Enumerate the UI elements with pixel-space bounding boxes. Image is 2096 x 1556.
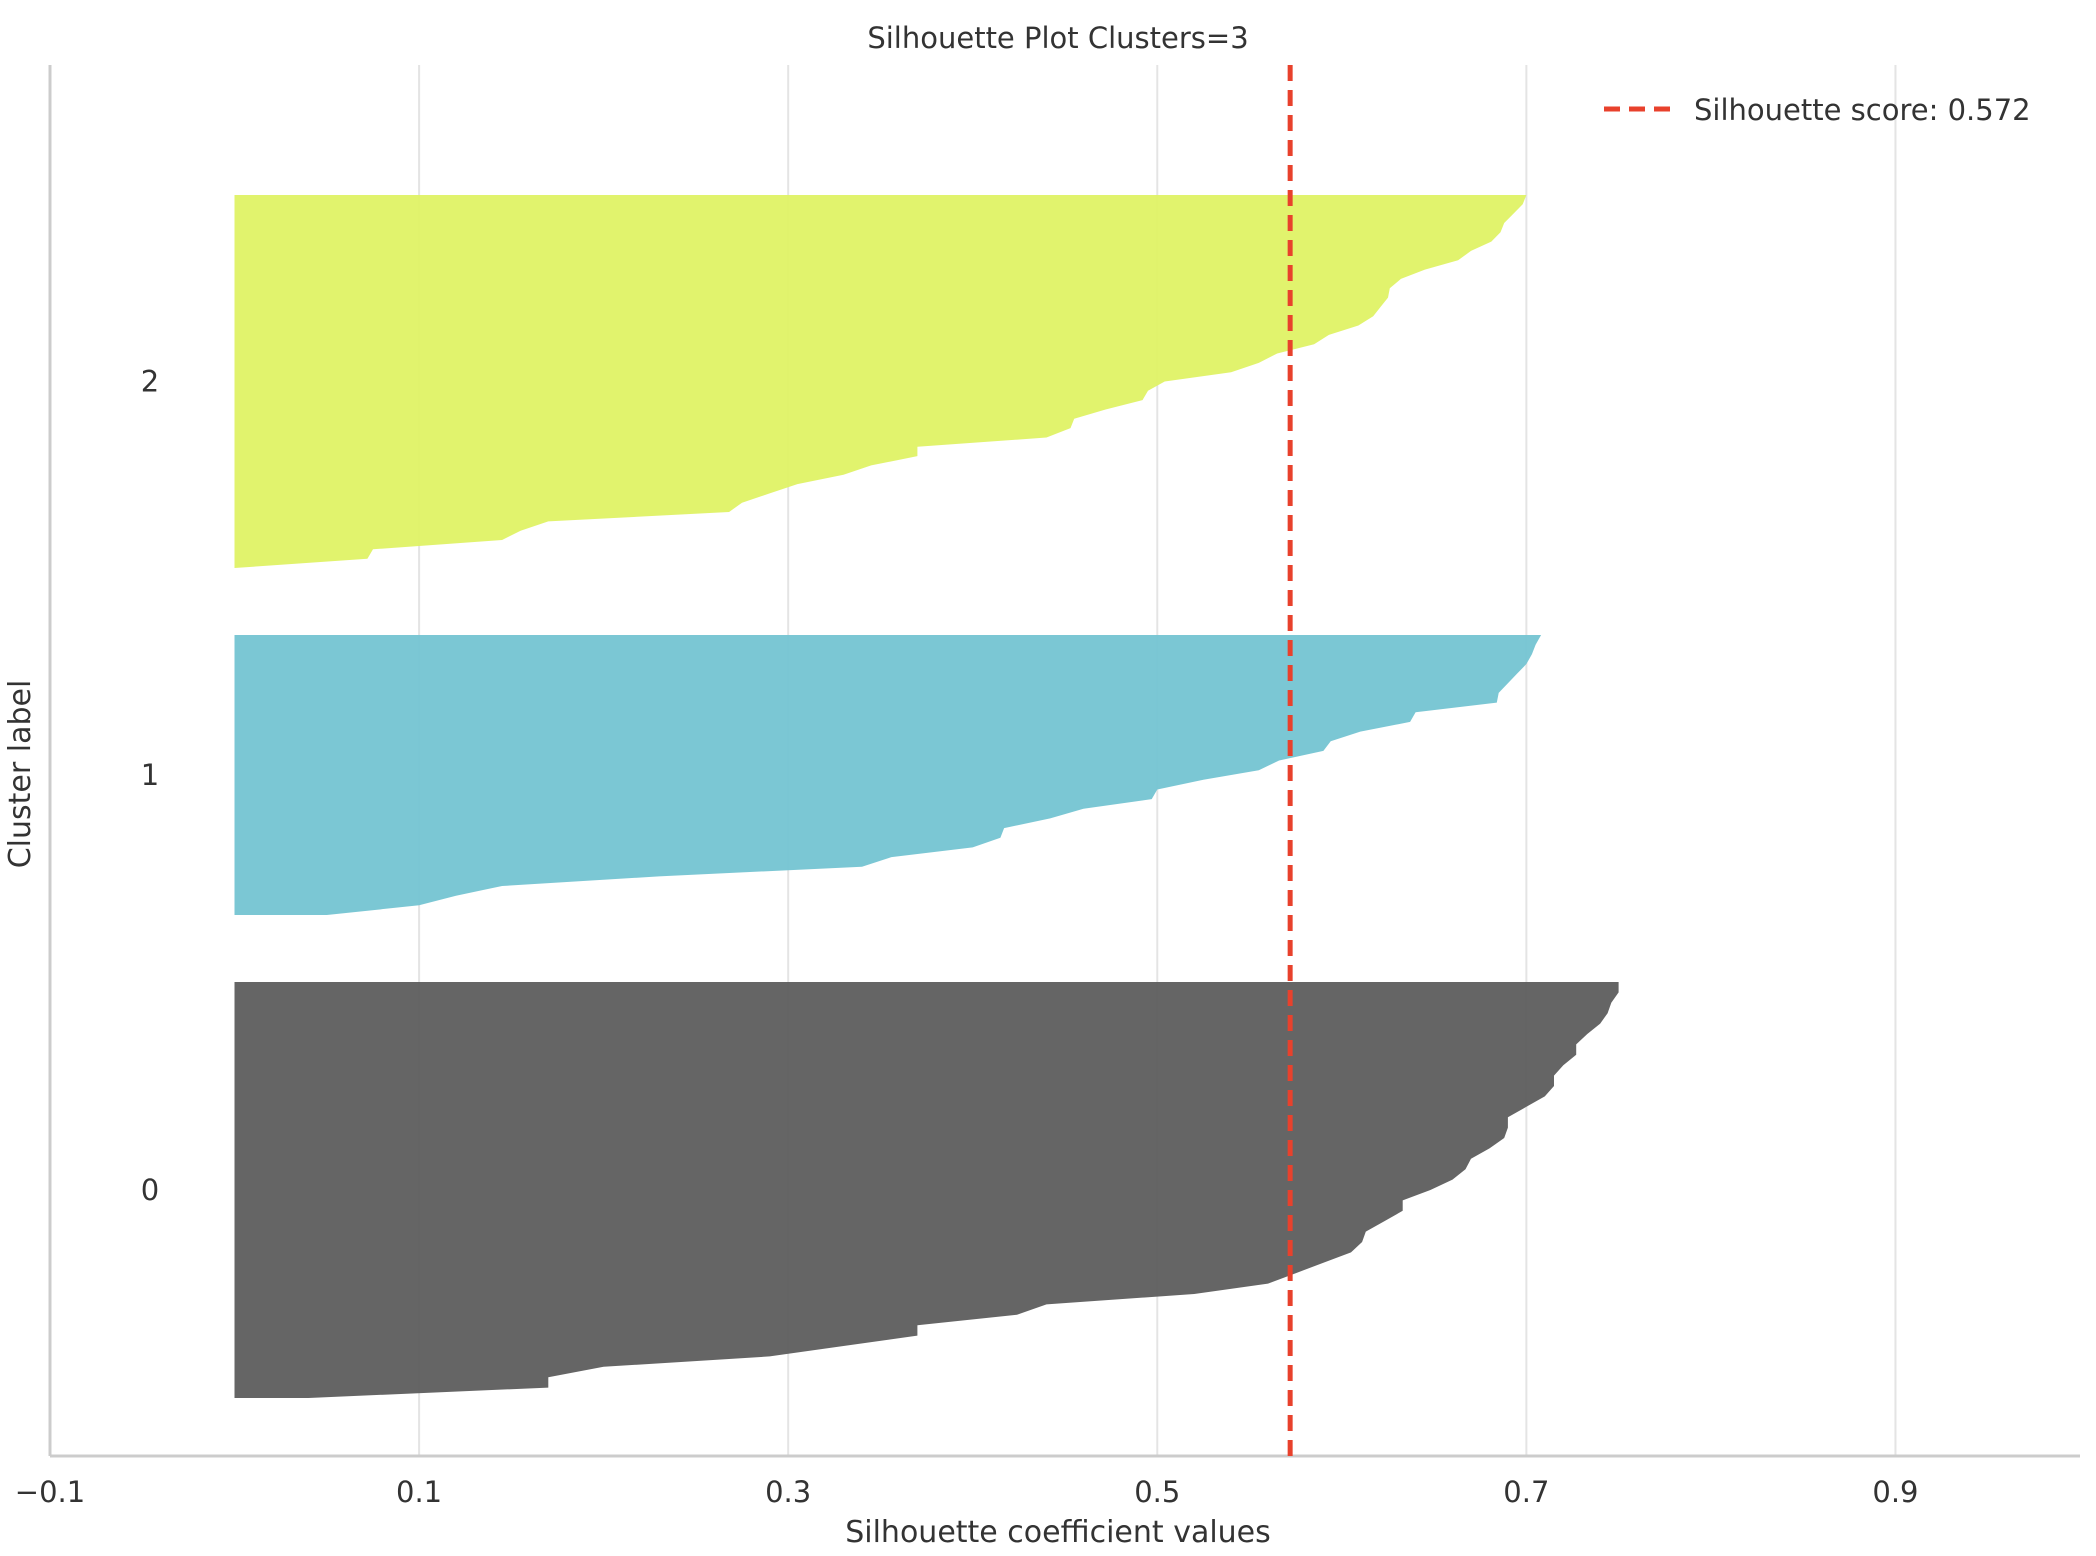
axis-spines — [48, 65, 2080, 1458]
cluster-fills — [234, 195, 1619, 1398]
cluster-label-0: 0 — [141, 1173, 159, 1207]
cluster-label-1: 1 — [141, 758, 159, 792]
x-tick-label-1: 0.1 — [396, 1475, 442, 1509]
legend: Silhouette score: 0.572 — [1604, 93, 2031, 127]
x-tick-labels: −0.1 0.1 0.3 0.5 0.7 0.9 — [15, 1475, 1919, 1509]
chart-title: Silhouette Plot Clusters=3 — [867, 21, 1248, 55]
cluster-0-silhouette — [234, 982, 1619, 1398]
x-tick-label-3: 0.5 — [1134, 1475, 1180, 1509]
cluster-label-2: 2 — [141, 365, 159, 399]
x-axis-title: Silhouette coefficient values — [845, 1515, 1271, 1550]
x-tick-label-5: 0.9 — [1872, 1475, 1918, 1509]
cluster-labels: 0 1 2 — [141, 365, 159, 1208]
cluster-1-silhouette — [234, 635, 1542, 915]
x-tick-label-0: −0.1 — [15, 1475, 85, 1509]
cluster-2-silhouette — [234, 195, 1527, 568]
y-axis-title: Cluster label — [3, 680, 38, 869]
x-tick-label-4: 0.7 — [1503, 1475, 1549, 1509]
legend-label: Silhouette score: 0.572 — [1694, 93, 2031, 127]
x-tick-label-2: 0.3 — [765, 1475, 811, 1509]
